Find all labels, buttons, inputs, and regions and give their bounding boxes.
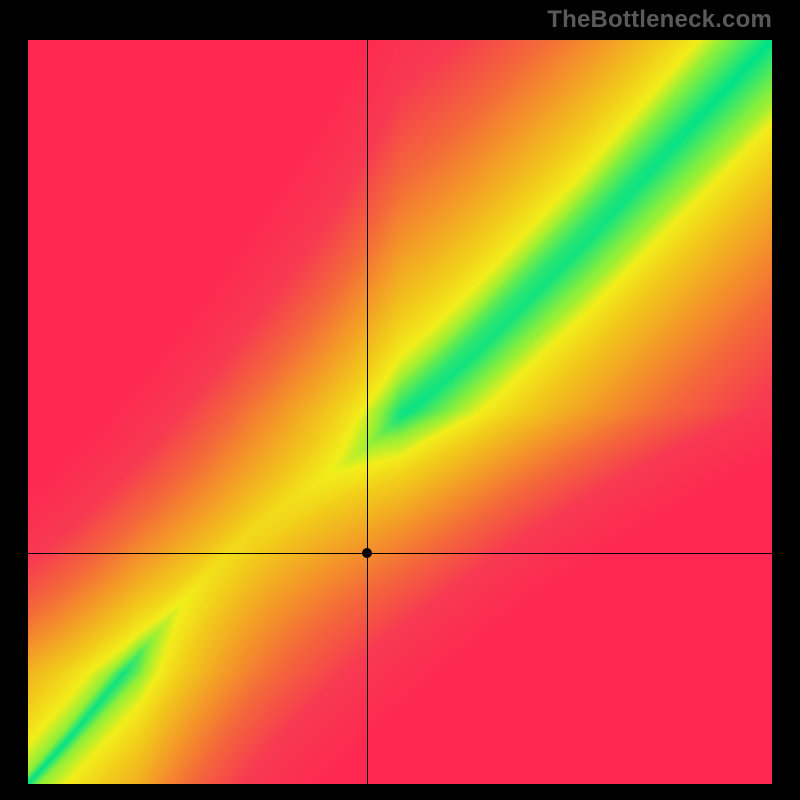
crosshair-vertical (367, 40, 368, 784)
crosshair-horizontal (28, 553, 772, 554)
chart-container: TheBottleneck.com (0, 0, 800, 800)
heatmap-canvas (28, 40, 772, 784)
plot-area (28, 40, 772, 784)
data-point-marker (362, 548, 372, 558)
watermark: TheBottleneck.com (547, 6, 772, 34)
